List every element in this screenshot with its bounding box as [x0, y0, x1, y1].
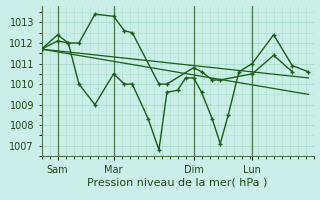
- X-axis label: Pression niveau de la mer( hPa ): Pression niveau de la mer( hPa ): [87, 178, 268, 188]
